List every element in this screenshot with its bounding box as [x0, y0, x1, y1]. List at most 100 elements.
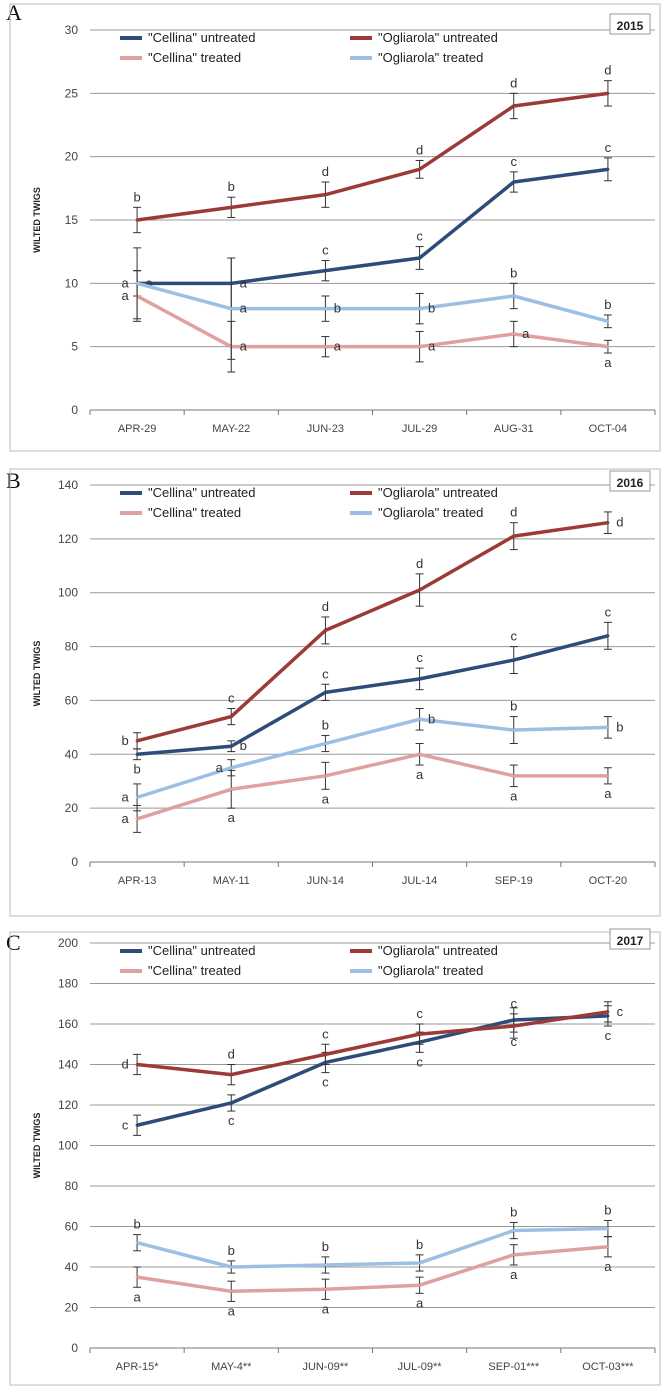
data-point: [135, 218, 139, 222]
significance-label: a: [604, 1259, 612, 1274]
legend-label: "Ogliarola" untreated: [378, 30, 498, 45]
significance-label: d: [510, 505, 517, 520]
data-point: [323, 628, 327, 632]
significance-label: b: [133, 189, 140, 204]
legend-label: "Cellina" untreated: [148, 30, 256, 45]
data-point: [323, 345, 327, 349]
data-point: [135, 1063, 139, 1066]
significance-label: c: [416, 650, 423, 665]
data-point: [135, 739, 139, 743]
year-box: [609, 928, 651, 950]
y-tick-label: 100: [58, 1139, 78, 1153]
y-tick-label: 20: [65, 150, 79, 164]
series-line: [136, 1014, 608, 1127]
series-line: [136, 294, 609, 349]
data-point: [418, 307, 422, 311]
significance-label: a: [133, 1289, 141, 1304]
data-point: [606, 774, 610, 778]
chart-2015: 0 5 10 15 20 25 30 APR-29 MAY-22 JUN-23 JUL-29 AUG-…: [9, 3, 661, 452]
data-point: [606, 725, 610, 729]
data-point: [512, 774, 516, 778]
data-point: [135, 281, 139, 285]
data-point: [606, 634, 610, 638]
data-point: [323, 269, 327, 273]
significance-label: a: [334, 339, 342, 354]
data-point: [229, 1101, 233, 1105]
significance-label: c: [511, 154, 518, 169]
significance-label: a: [240, 301, 248, 316]
significance-label: a: [228, 810, 236, 825]
significance-label: a: [228, 1303, 236, 1318]
significance-label: c: [511, 996, 518, 1011]
significance-label: b: [334, 301, 341, 316]
data-point: [229, 1289, 233, 1293]
year-box: [609, 470, 651, 492]
data-point: [606, 91, 610, 95]
y-tick-label: 80: [65, 1179, 79, 1193]
y-tick-label: 20: [65, 801, 79, 815]
y-axis-label: WILTED TWIGS: [32, 187, 42, 253]
significance-label: b: [510, 265, 517, 280]
data-point: [229, 205, 233, 209]
year-label: 2016: [617, 476, 644, 490]
significance-label: c: [605, 140, 612, 155]
year-label: 2015: [617, 19, 644, 33]
data-point: [512, 1024, 516, 1028]
legend-label: "Ogliarola" untreated: [378, 485, 498, 500]
significance-label: a: [604, 355, 612, 370]
data-point: [512, 1253, 516, 1257]
data-point: [606, 1227, 610, 1231]
significance-label: c: [228, 1113, 235, 1128]
significance-label: b: [228, 179, 235, 194]
data-point: [229, 307, 233, 311]
y-tick-label: 180: [58, 977, 78, 991]
series-line: [136, 1010, 609, 1077]
panel-a: A 0 5 10 15 20 25 30 APR-29 MAY-22 JUN-23 JUL-29 AU…: [0, 0, 668, 455]
data-point: [606, 521, 610, 525]
significance-label: b: [428, 301, 435, 316]
y-tick-label: 80: [65, 640, 79, 654]
data-point: [229, 787, 233, 791]
data-point: [229, 766, 233, 770]
x-tick-label: APR-29: [118, 423, 157, 435]
chart-frame: [9, 468, 661, 917]
y-axis-label: WILTED TWIGS: [32, 1113, 42, 1179]
significance-label: a: [216, 760, 224, 775]
significance-label: d: [416, 142, 423, 157]
significance-label: c: [322, 666, 329, 681]
data-point: [512, 332, 516, 336]
significance-label: a: [121, 811, 129, 826]
x-tick-label: MAY-22: [212, 423, 250, 435]
significance-label: c: [605, 604, 612, 619]
data-point: [606, 345, 610, 349]
x-tick-label: MAY-4**: [211, 1361, 252, 1373]
data-point: [606, 1245, 610, 1249]
data-point: [418, 677, 422, 681]
legend-label: "Ogliarola" treated: [378, 50, 483, 65]
significance-label: a: [240, 339, 248, 354]
significance-label: b: [510, 699, 517, 714]
data-point: [323, 1052, 327, 1056]
y-tick-label: 160: [58, 1017, 78, 1031]
significance-label: b: [416, 1237, 423, 1252]
x-tick-label: JUL-09**: [398, 1361, 443, 1373]
x-tick-label: OCT-03***: [582, 1361, 634, 1373]
significance-label: c: [322, 1026, 329, 1041]
significance-label: a: [240, 275, 248, 290]
significance-label: b: [240, 738, 247, 753]
year-label: 2017: [617, 934, 644, 948]
legend-label: "Ogliarola" treated: [378, 963, 483, 978]
data-point: [229, 715, 233, 719]
data-point: [323, 193, 327, 197]
x-tick-label: AUG-31: [494, 423, 534, 435]
data-point: [135, 1241, 139, 1245]
data-point: [418, 588, 422, 592]
data-point: [135, 1275, 139, 1279]
significance-label: d: [416, 556, 423, 571]
significance-label: a: [322, 791, 330, 806]
data-point: [418, 345, 422, 349]
significance-label: a: [428, 339, 436, 354]
significance-label: c: [416, 1006, 423, 1021]
legend-label: "Cellina" untreated: [148, 485, 256, 500]
year-box: [609, 13, 651, 35]
